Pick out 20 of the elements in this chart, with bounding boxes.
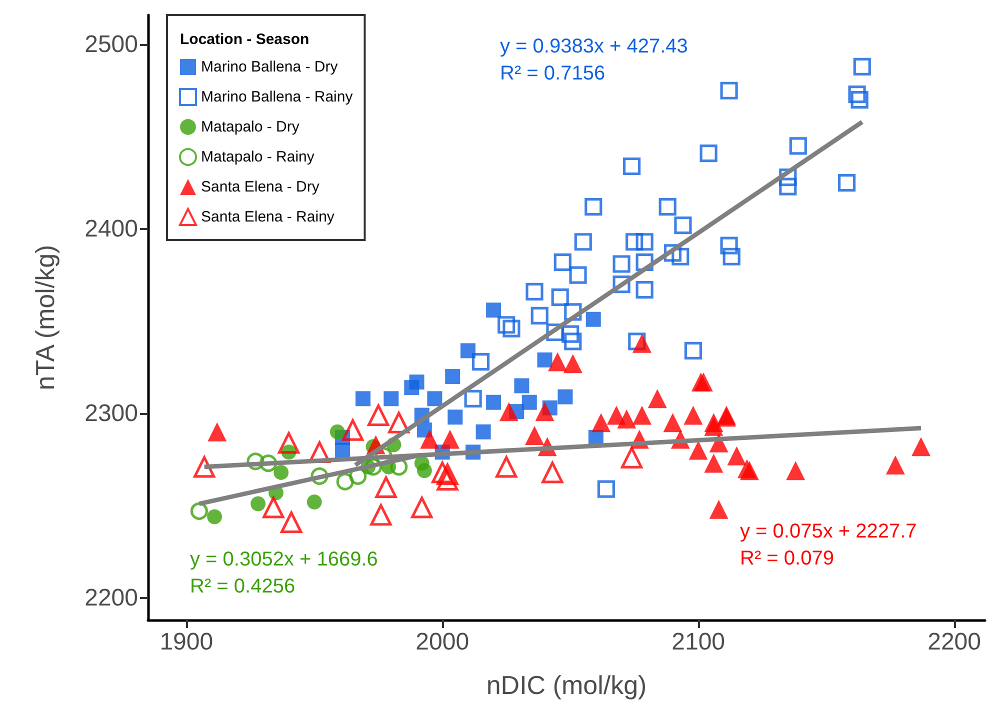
y-tick-label: 2200 — [84, 584, 138, 612]
y-tick-label: 2300 — [84, 400, 138, 427]
legend-label: Matapalo - Rainy — [201, 148, 315, 166]
annotation: y = 0.075x + 2227.7 R² = 0.079 — [740, 520, 917, 570]
x-axis-title: nDIC (mol/kg) — [486, 670, 647, 700]
x-tick-label: 2200 — [928, 628, 981, 656]
legend-label: Santa Elena - Dry — [201, 178, 320, 196]
legend-label: Marino Ballena - Rainy — [201, 88, 354, 106]
annotation: y = 0.3052x + 1669.6 R² = 0.4256 — [190, 548, 378, 598]
legend-label: Santa Elena - Rainy — [201, 208, 335, 226]
x-tick-label: 2000 — [416, 628, 470, 656]
y-axis-title: nTA (mol/kg) — [30, 244, 60, 390]
annotation: y = 0.9383x + 427.43 R² = 0.7156 — [500, 36, 688, 84]
x-tick-label: 1900 — [160, 628, 214, 656]
legend-label: Matapalo - Dry — [201, 118, 300, 136]
x-tick-label: 2100 — [672, 628, 726, 656]
legend-label: Marino Ballena - Dry — [201, 58, 338, 76]
legend-title: Location - Season — [180, 31, 310, 48]
y-tick-label: 2500 — [84, 31, 138, 58]
y-tick-label: 2400 — [84, 215, 138, 242]
